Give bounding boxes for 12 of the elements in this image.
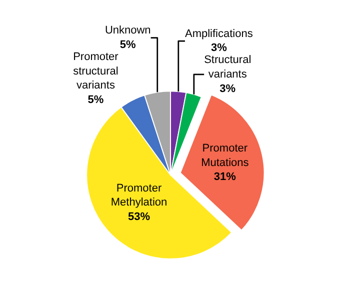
slice-label: Promoter structural variants xyxy=(73,50,119,92)
slice-label: Amplifications xyxy=(184,28,254,40)
data-label: 53% xyxy=(128,211,150,224)
data-label: 5% xyxy=(88,94,104,106)
slice-label: Structural variants xyxy=(204,54,252,80)
data-label: 3% xyxy=(220,82,236,95)
data-label: 31% xyxy=(214,171,236,184)
slice-label: Promoter Methylation xyxy=(110,182,168,209)
slice-label: Promoter Mutations xyxy=(201,142,250,169)
data-label: 5% xyxy=(120,38,136,51)
data-label: 3% xyxy=(210,42,228,54)
slice-label: Unknown xyxy=(104,24,151,37)
